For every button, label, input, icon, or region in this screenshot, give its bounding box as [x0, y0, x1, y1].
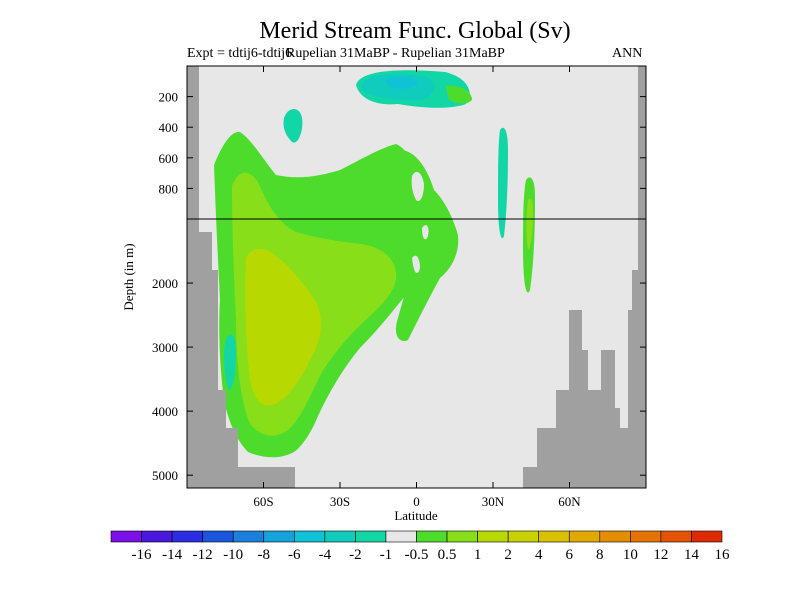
- colorbar-swatch-5: [263, 530, 295, 543]
- y-axis-label: Depth (in m): [121, 243, 136, 310]
- colorbar-swatch-1: [141, 530, 173, 543]
- colorbar-swatch-15: [568, 530, 601, 543]
- contour-gap-1: [411, 171, 424, 202]
- colorbar-label-7: -2: [349, 547, 362, 563]
- contour-positive-strip-core: [526, 198, 533, 250]
- contour-negative-small-cell: [283, 109, 303, 143]
- contour-positive-surface-rim: [446, 85, 472, 104]
- contour-gap-3: [412, 255, 420, 274]
- colorbar-swatch-7: [324, 530, 356, 543]
- colorbar-label-2: -12: [193, 547, 213, 563]
- x-tick-label-2: 0: [413, 494, 420, 509]
- contour-negative-surface-inner: [385, 76, 418, 89]
- x-tick-label-3: 30N: [482, 494, 505, 509]
- colorbar-label-13: 4: [535, 547, 543, 563]
- x-tick-label-0: 60S: [253, 494, 273, 509]
- colorbar-label-17: 12: [653, 547, 668, 563]
- y-tick-upper-3-label: 800: [159, 181, 179, 196]
- colorbar-label-5: -6: [288, 547, 301, 563]
- contour-positive-equatorial: [395, 150, 459, 342]
- colorbar-swatch-19: [691, 530, 723, 543]
- colorbar-swatch-8: [355, 530, 387, 543]
- colorbar-swatch-14: [538, 530, 570, 543]
- colorbar-swatch-0: [110, 530, 142, 543]
- contour-gap-2: [422, 225, 429, 240]
- colorbar-label-0: -16: [132, 547, 152, 563]
- colorbar-label-14: 6: [566, 547, 574, 563]
- colorbar-label-8: -1: [380, 547, 393, 563]
- colorbar-label-6: -4: [319, 547, 332, 563]
- colorbar: -16 -14 -12 -10 -8 -6 -4 -2 -1 -0.5 0.5 1 2 4 6 8 10 12 14…: [110, 530, 731, 563]
- y-tick-lower-3-label: 5000: [152, 468, 178, 483]
- colorbar-label-10: 0.5: [438, 547, 457, 563]
- season-label: ANN: [612, 46, 643, 61]
- y-tick-upper-0-label: 200: [159, 90, 179, 105]
- colorbar-swatch-4: [232, 530, 265, 543]
- colorbar-swatch-9: [385, 530, 417, 543]
- colorbar-label-16: 10: [623, 547, 638, 563]
- colorbar-label-15: 8: [596, 547, 604, 563]
- colorbar-swatch-18: [660, 530, 692, 543]
- colorbar-label-3: -10: [223, 547, 243, 563]
- land-mask-south: [187, 66, 295, 488]
- colorbar-label-11: 1: [474, 547, 482, 563]
- contour-negative-strip-north: [498, 127, 508, 239]
- y-tick-upper-2-label: 600: [159, 151, 179, 166]
- contour-positive-level-4: [245, 248, 321, 406]
- colorbar-swatch-16: [599, 530, 631, 543]
- colorbar-swatch-6: [293, 530, 326, 543]
- colorbar-swatch-17: [630, 530, 662, 543]
- y-tick-lower-1-label: 3000: [152, 340, 178, 355]
- colorbar-label-9: -0.5: [405, 547, 429, 563]
- period-label: Rupelian 31MaBP - Rupelian 31MaBP: [286, 46, 505, 61]
- x-axis-label: Latitude: [394, 508, 438, 523]
- colorbar-label-12: 2: [504, 547, 512, 563]
- chart-title: Merid Stream Func. Global (Sv): [259, 18, 571, 44]
- land-mask-north: [523, 66, 646, 488]
- colorbar-swatch-3: [202, 530, 234, 543]
- colorbar-swatch-12: [477, 530, 509, 543]
- colorbar-swatch-2: [171, 530, 203, 543]
- contour-negative-deep-cell: [224, 334, 236, 390]
- experiment-label: Expt = tdtij6-tdtij6: [187, 46, 293, 61]
- colorbar-swatch-11: [446, 530, 478, 543]
- colorbar-label-18: 14: [684, 547, 700, 563]
- colorbar-label-19: 16: [715, 547, 731, 563]
- colorbar-label-1: -14: [162, 547, 182, 563]
- colorbar-label-4: -8: [258, 547, 271, 563]
- colorbar-swatch-10: [416, 530, 448, 543]
- y-tick-lower-2-label: 4000: [152, 404, 178, 419]
- y-tick-upper-1-label: 400: [159, 120, 179, 135]
- y-tick-lower-0-label: 2000: [152, 276, 178, 291]
- colorbar-swatch-13: [507, 530, 539, 543]
- x-tick-label-1: 30S: [330, 494, 350, 509]
- x-tick-label-4: 60N: [558, 494, 581, 509]
